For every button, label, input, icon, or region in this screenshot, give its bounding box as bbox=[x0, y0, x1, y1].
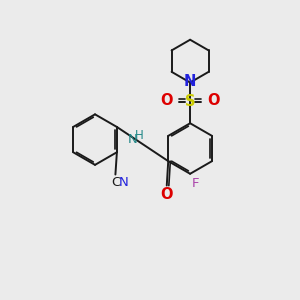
Text: C: C bbox=[111, 176, 121, 189]
Text: S: S bbox=[185, 94, 195, 110]
Text: N: N bbox=[119, 176, 129, 189]
Text: O: O bbox=[160, 93, 172, 108]
Text: H: H bbox=[135, 129, 144, 142]
Text: N: N bbox=[127, 134, 137, 146]
Text: O: O bbox=[208, 93, 220, 108]
Text: N: N bbox=[184, 74, 196, 89]
Text: O: O bbox=[160, 187, 172, 202]
Text: F: F bbox=[192, 177, 199, 190]
